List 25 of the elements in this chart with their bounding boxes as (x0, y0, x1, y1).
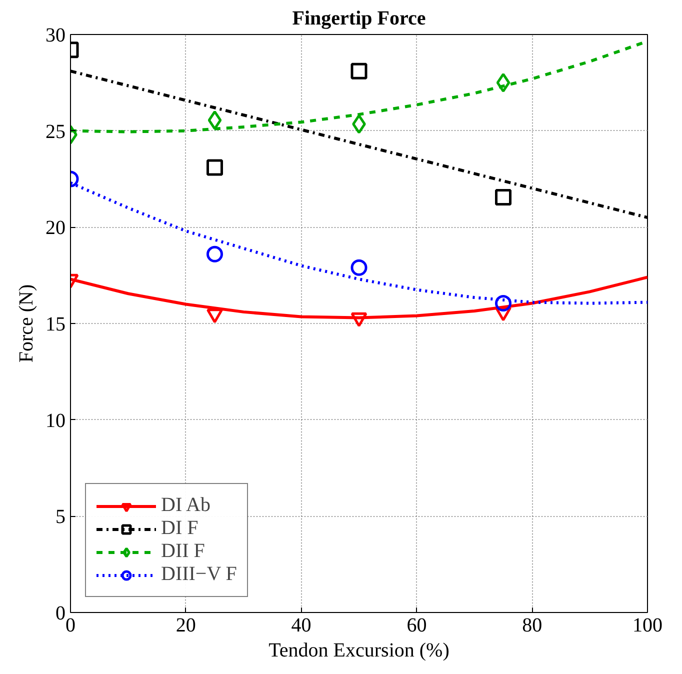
point (350, 259, 368, 276)
legend-label: DIII−V F (161, 563, 237, 586)
x-axis-title: Tendon Excursion (%) (268, 640, 450, 662)
point (495, 295, 512, 312)
legend-label: DII F (161, 540, 205, 563)
y-tick-label: 5 (56, 506, 66, 528)
y-tick-label: 10 (46, 410, 66, 432)
x-tick-label: 100 (632, 614, 662, 636)
x-tick-label: 20 (176, 614, 196, 636)
x-tick-label: 60 (406, 614, 427, 636)
y-tick-label: 20 (46, 217, 66, 240)
y-tick-label: 15 (46, 314, 66, 336)
point (496, 72, 510, 92)
point (350, 312, 368, 328)
y-tick-label: 30 (46, 24, 66, 46)
point (352, 114, 366, 134)
x-tick-label: 40 (291, 614, 312, 636)
legend-label: DI Ab (161, 494, 210, 517)
legend-label: DI F (161, 517, 198, 540)
point (495, 189, 512, 206)
chart-title: Fingertip Force (292, 8, 426, 30)
x-tick-label: 80 (522, 614, 542, 636)
point (350, 62, 368, 80)
y-tick-label: 25 (46, 120, 66, 143)
y-axis-title: Force (N) (16, 284, 38, 363)
